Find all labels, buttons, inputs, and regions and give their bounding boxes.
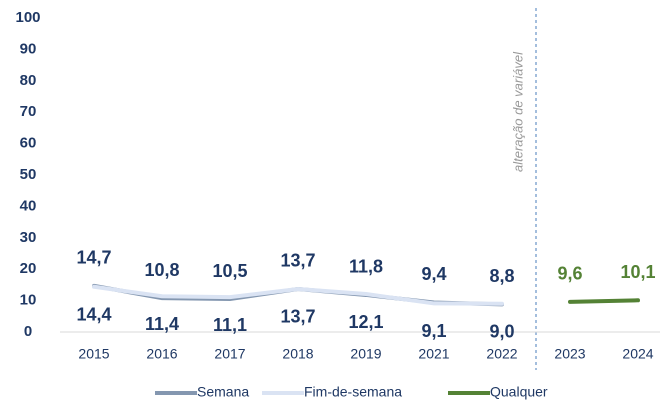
annotation: alteração de variável [510,51,525,172]
data-label: 10,5 [212,261,247,281]
legend-label: Semana [197,384,249,400]
x-tick-label: 2024 [622,346,653,362]
series-line [92,284,504,306]
legend-label: Fim-de-semana [304,384,402,400]
data-label: 11,4 [145,314,179,334]
legend-label: Qualquer [490,384,548,400]
y-tick-label: 10 [20,292,37,309]
data-label: 10,1 [620,262,655,282]
data-label: 14,4 [76,305,111,325]
data-label: 9,0 [489,321,514,341]
data-label: 13,7 [280,307,315,327]
y-tick-label: 0 [24,323,32,340]
data-label: 11,8 [349,257,383,277]
y-tick-label: 60 [20,135,37,152]
y-tick-label: 70 [20,103,37,120]
y-tick-label: 30 [20,229,37,246]
x-tick-label: 2019 [350,346,381,362]
x-tick-label: 2021 [418,346,449,362]
x-tick-label: 2022 [486,346,517,362]
x-tick-label: 2018 [282,346,313,362]
y-tick-label: 80 [20,72,37,89]
data-label: 9,4 [421,264,446,284]
y-tick-label: 50 [20,166,37,183]
data-label: 9,6 [557,264,582,284]
data-label: 14,7 [76,248,111,268]
data-label: 12,1 [348,312,383,332]
y-tick-label: 100 [15,9,40,26]
data-label: 9,1 [421,321,446,341]
x-tick-label: 2016 [146,346,177,362]
data-label: 8,8 [489,266,514,286]
data-label: 10,8 [144,260,179,280]
y-tick-label: 90 [20,40,37,57]
x-tick-label: 2023 [554,346,585,362]
data-label: 11,1 [213,315,247,335]
y-tick-label: 40 [20,197,37,214]
y-tick-label: 20 [20,260,37,277]
series-line [568,298,640,304]
x-tick-label: 2015 [78,346,109,362]
data-label: 13,7 [280,251,315,271]
x-tick-label: 2017 [214,346,245,362]
